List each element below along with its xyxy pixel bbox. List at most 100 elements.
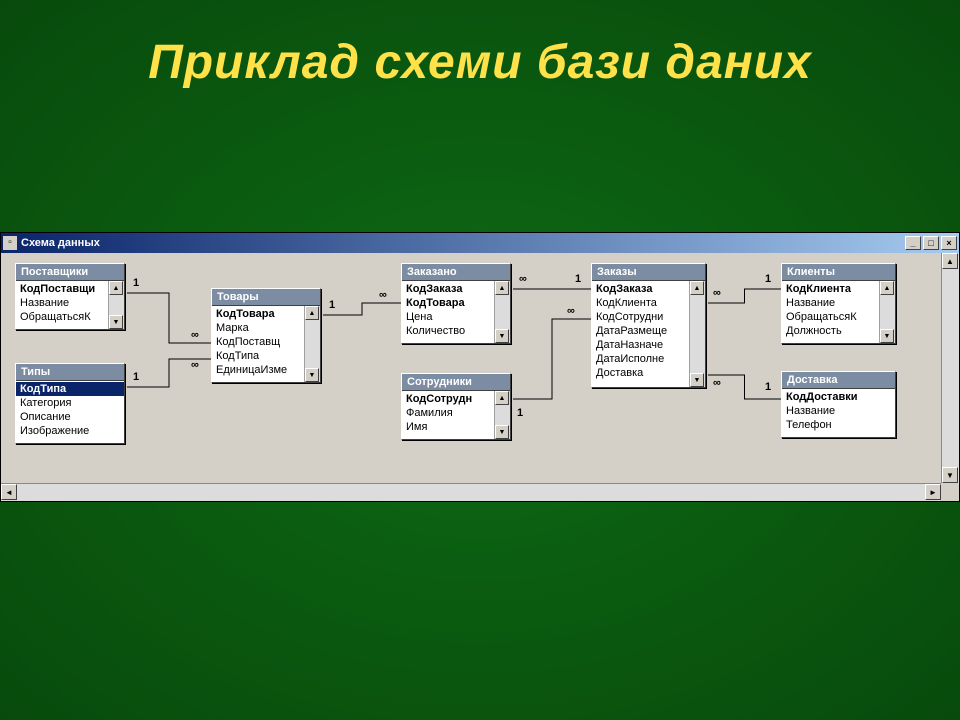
relationship-cardinality: ∞ xyxy=(519,273,527,285)
table-ordered[interactable]: ЗаказаноКодЗаказаКодТовараЦенаКоличество… xyxy=(401,263,511,344)
relationship-cardinality: ∞ xyxy=(713,377,721,389)
relationship-cardinality: ∞ xyxy=(191,359,199,371)
table-body: КодДоставкиНазваниеТелефон xyxy=(782,389,895,437)
table-header[interactable]: Заказы xyxy=(592,264,705,281)
table-field[interactable]: ОбращатьсяК xyxy=(16,310,108,324)
field-scrollbar[interactable]: ▲▼ xyxy=(304,306,320,382)
scroll-up-icon[interactable]: ▲ xyxy=(690,281,704,295)
table-clients[interactable]: КлиентыКодКлиентаНазваниеОбращатьсяКДолж… xyxy=(781,263,896,344)
window-titlebar[interactable]: ▫ Схема данных _ □ × xyxy=(1,233,959,253)
table-header[interactable]: Поставщики xyxy=(16,264,124,281)
relationship-cardinality: 1 xyxy=(133,277,139,289)
scroll-down-icon[interactable]: ▼ xyxy=(109,315,123,329)
scroll-right-button[interactable]: ► xyxy=(925,484,941,500)
relationship-cardinality: 1 xyxy=(765,273,771,285)
table-field[interactable]: ДатаНазначе xyxy=(592,338,689,352)
scroll-up-icon[interactable]: ▲ xyxy=(305,306,319,320)
table-field[interactable]: ОбращатьсяК xyxy=(782,310,879,324)
table-field[interactable]: Название xyxy=(782,296,879,310)
table-body: КодПоставщиНазваниеОбращатьсяК▲▼ xyxy=(16,281,124,329)
table-header[interactable]: Клиенты xyxy=(782,264,895,281)
table-field[interactable]: Название xyxy=(16,296,108,310)
scroll-up-button[interactable]: ▲ xyxy=(942,253,958,269)
field-scrollbar[interactable]: ▲▼ xyxy=(689,281,705,387)
field-scrollbar[interactable]: ▲▼ xyxy=(494,281,510,343)
table-body: КодТипаКатегорияОписаниеИзображение xyxy=(16,381,124,443)
scroll-up-icon[interactable]: ▲ xyxy=(880,281,894,295)
relationship-cardinality: 1 xyxy=(575,273,581,285)
table-field[interactable]: КодКлиента xyxy=(782,282,879,296)
relationship-cardinality: 1 xyxy=(133,371,139,383)
table-field[interactable]: Фамилия xyxy=(402,406,494,420)
table-field[interactable]: КодТовара xyxy=(402,296,494,310)
vertical-scrollbar[interactable]: ▲ ▼ xyxy=(941,253,959,483)
table-products[interactable]: ТоварыКодТовараМаркаКодПоставщКодТипаЕди… xyxy=(211,288,321,383)
scroll-down-icon[interactable]: ▼ xyxy=(880,329,894,343)
table-header[interactable]: Сотрудники xyxy=(402,374,510,391)
table-field[interactable]: КодТовара xyxy=(212,307,304,321)
table-field[interactable]: КодПоставщ xyxy=(212,335,304,349)
table-field[interactable]: Имя xyxy=(402,420,494,434)
table-header[interactable]: Заказано xyxy=(402,264,510,281)
table-field[interactable]: КодЗаказа xyxy=(402,282,494,296)
scroll-down-icon[interactable]: ▼ xyxy=(495,425,509,439)
relationship-cardinality: ∞ xyxy=(567,305,575,317)
table-field[interactable]: КодСотрудни xyxy=(592,310,689,324)
table-employees[interactable]: СотрудникиКодСотруднФамилияИмя▲▼ xyxy=(401,373,511,440)
table-field[interactable]: Название xyxy=(782,404,895,418)
table-body: КодЗаказаКодКлиентаКодСотрудниДатаРазмещ… xyxy=(592,281,705,387)
field-scrollbar[interactable]: ▲▼ xyxy=(494,391,510,439)
table-field[interactable]: Доставка xyxy=(592,366,689,380)
table-field[interactable]: ДатаРазмеще xyxy=(592,324,689,338)
window-icon: ▫ xyxy=(3,236,17,250)
minimize-button[interactable]: _ xyxy=(905,236,921,250)
table-field[interactable]: Марка xyxy=(212,321,304,335)
table-body: КодСотруднФамилияИмя▲▼ xyxy=(402,391,510,439)
table-field[interactable]: Описание xyxy=(16,410,124,424)
table-field[interactable]: КодСотрудн xyxy=(402,392,494,406)
table-field[interactable]: ДатаИсполне xyxy=(592,352,689,366)
table-body: КодТовараМаркаКодПоставщКодТипаЕдиницаИз… xyxy=(212,306,320,382)
table-field[interactable]: Цена xyxy=(402,310,494,324)
scroll-down-icon[interactable]: ▼ xyxy=(305,368,319,382)
table-field[interactable]: КодТипа xyxy=(212,349,304,363)
maximize-button[interactable]: □ xyxy=(923,236,939,250)
table-field[interactable]: Количество xyxy=(402,324,494,338)
table-field[interactable]: Телефон xyxy=(782,418,895,432)
table-orders[interactable]: ЗаказыКодЗаказаКодКлиентаКодСотрудниДата… xyxy=(591,263,706,388)
slide-title: Приклад схеми бази даних xyxy=(0,0,960,90)
field-scrollbar[interactable]: ▲▼ xyxy=(879,281,895,343)
table-field[interactable]: Изображение xyxy=(16,424,124,438)
table-suppliers[interactable]: ПоставщикиКодПоставщиНазваниеОбращатьсяК… xyxy=(15,263,125,330)
table-header[interactable]: Типы xyxy=(16,364,124,381)
table-field[interactable]: КодТипа xyxy=(16,382,124,396)
relationship-cardinality: ∞ xyxy=(191,329,199,341)
table-field[interactable]: Категория xyxy=(16,396,124,410)
close-button[interactable]: × xyxy=(941,236,957,250)
table-field[interactable]: КодЗаказа xyxy=(592,282,689,296)
schema-canvas[interactable]: 1∞1∞1∞∞11∞∞1∞1 ПоставщикиКодПоставщиНазв… xyxy=(1,253,959,483)
field-scrollbar[interactable]: ▲▼ xyxy=(108,281,124,329)
relationship-cardinality: ∞ xyxy=(713,287,721,299)
table-delivery[interactable]: ДоставкаКодДоставкиНазваниеТелефон xyxy=(781,371,896,438)
scrollbar-corner xyxy=(941,483,959,501)
scroll-down-button[interactable]: ▼ xyxy=(942,467,958,483)
scroll-left-button[interactable]: ◄ xyxy=(1,484,17,500)
scroll-down-icon[interactable]: ▼ xyxy=(495,329,509,343)
relationship-cardinality: 1 xyxy=(765,381,771,393)
table-field[interactable]: КодДоставки xyxy=(782,390,895,404)
scroll-up-icon[interactable]: ▲ xyxy=(109,281,123,295)
table-field[interactable]: Должность xyxy=(782,324,879,338)
table-types[interactable]: ТипыКодТипаКатегорияОписаниеИзображение xyxy=(15,363,125,444)
scroll-up-icon[interactable]: ▲ xyxy=(495,281,509,295)
table-field[interactable]: КодКлиента xyxy=(592,296,689,310)
table-header[interactable]: Доставка xyxy=(782,372,895,389)
horizontal-scrollbar[interactable]: ◄ ► xyxy=(1,483,941,501)
table-field[interactable]: КодПоставщи xyxy=(16,282,108,296)
scroll-up-icon[interactable]: ▲ xyxy=(495,391,509,405)
relationship-cardinality: ∞ xyxy=(379,289,387,301)
table-header[interactable]: Товары xyxy=(212,289,320,306)
table-field[interactable]: ЕдиницаИзме xyxy=(212,363,304,377)
relationship-cardinality: 1 xyxy=(329,299,335,311)
scroll-down-icon[interactable]: ▼ xyxy=(690,373,704,387)
